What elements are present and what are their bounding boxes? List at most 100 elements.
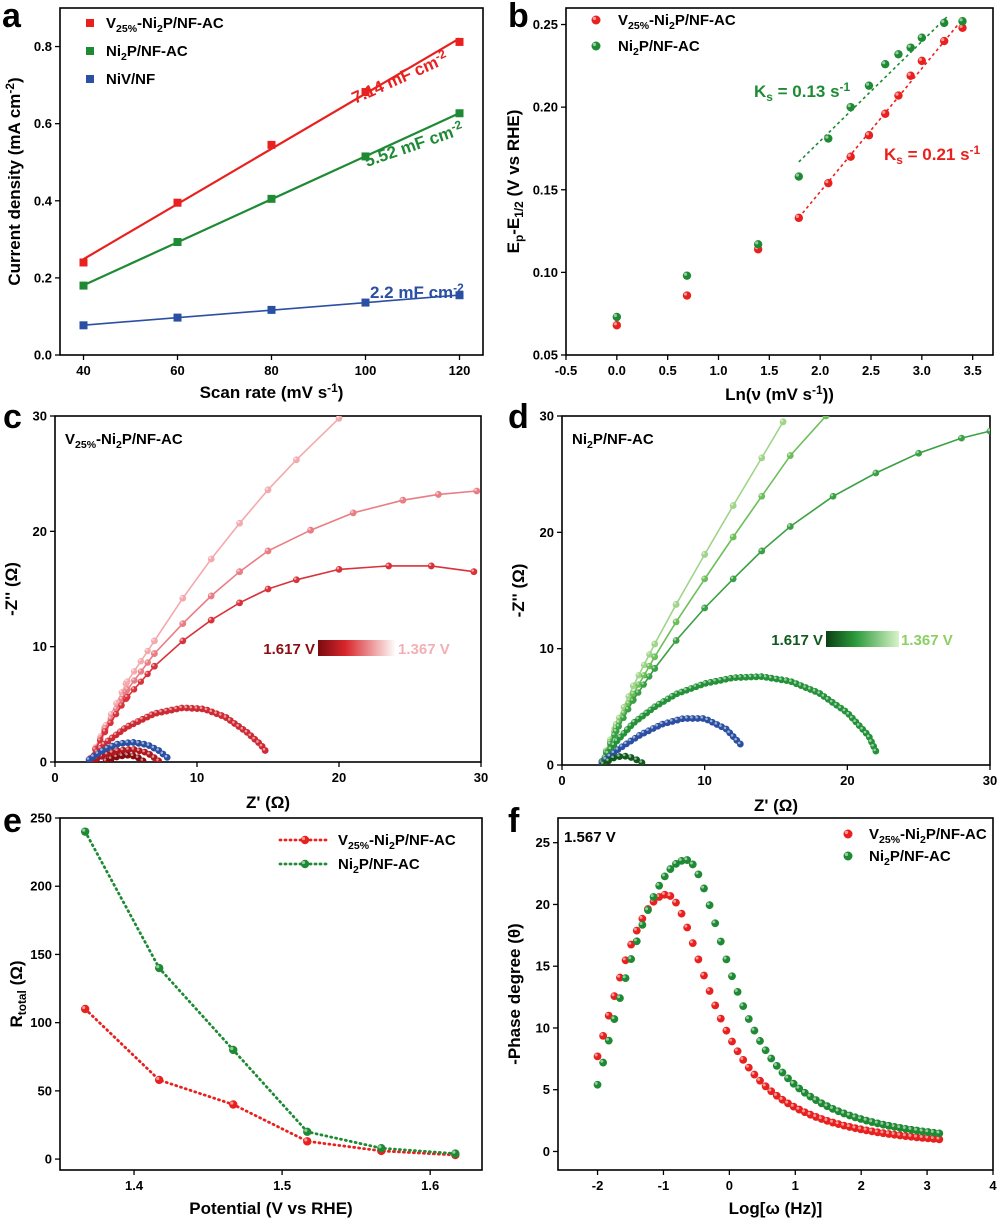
panel-a-ytick-label: 0.4 bbox=[34, 193, 53, 208]
panel-d-series-marker-highlight bbox=[636, 672, 639, 676]
panel-f-marker-highlight bbox=[762, 1083, 766, 1087]
panel-c-series-marker bbox=[144, 659, 151, 666]
panel-f-marker bbox=[711, 1001, 720, 1010]
panel-c-series-marker-highlight bbox=[147, 751, 150, 755]
panel-b-marker-highlight bbox=[895, 92, 899, 96]
panel-f-marker bbox=[935, 1129, 944, 1138]
panel-c-series-marker-highlight bbox=[104, 745, 108, 749]
panel-f-marker-highlight bbox=[897, 1132, 901, 1136]
panel-c-series-marker-highlight bbox=[208, 617, 212, 621]
panel-f-marker bbox=[772, 1061, 781, 1070]
panel-d-series-marker-highlight bbox=[780, 419, 784, 422]
panel-d-series-marker-highlight bbox=[641, 672, 645, 676]
panel-f-ytick-label: 5 bbox=[543, 1082, 550, 1097]
panel-f-marker-highlight bbox=[919, 1135, 923, 1138]
panel-a-marker bbox=[361, 152, 370, 161]
panel-d-series-marker bbox=[629, 697, 637, 704]
panel-c-series-marker bbox=[112, 710, 120, 718]
panel-b-marker bbox=[612, 321, 622, 330]
panel-c-series-marker-highlight bbox=[350, 510, 354, 513]
panel-b-marker-highlight bbox=[918, 57, 922, 62]
panel-c-series-line bbox=[89, 417, 340, 759]
panel-f-marker-highlight bbox=[757, 1077, 761, 1081]
panel-b-marker-highlight bbox=[683, 292, 688, 296]
panel-f-marker bbox=[728, 972, 736, 981]
panel-f-marker-highlight bbox=[628, 956, 632, 960]
panel-d-series-marker-highlight bbox=[621, 704, 624, 708]
panel-b-marker-highlight bbox=[882, 110, 886, 114]
panel-d-series-marker bbox=[915, 449, 923, 457]
panel-d-series-marker-highlight bbox=[684, 715, 688, 719]
panel-c-series-marker-highlight bbox=[114, 741, 118, 745]
panel-f-marker-highlight bbox=[768, 1055, 772, 1059]
panel-d-series-marker-highlight bbox=[613, 728, 617, 732]
panel-c-series-marker-highlight bbox=[125, 679, 128, 682]
panel-f-marker-highlight bbox=[678, 910, 682, 914]
panel-d-series-marker-highlight bbox=[787, 453, 791, 456]
panel-c-series-marker-highlight bbox=[138, 669, 142, 672]
panel-c-series-marker-highlight bbox=[140, 758, 144, 761]
panel-c-series-marker-highlight bbox=[131, 687, 135, 690]
panel-d-series-marker-highlight bbox=[723, 726, 727, 730]
panel-a-xtick-label: 120 bbox=[449, 363, 471, 378]
panel-b-label: b bbox=[508, 0, 529, 35]
panel-d-series-marker bbox=[672, 637, 680, 644]
panel-b-x-axis-title: Ln(ν (mV s-1)) bbox=[725, 383, 834, 404]
panel-f-marker-highlight bbox=[751, 1027, 755, 1031]
panel-f-marker-highlight bbox=[841, 1110, 845, 1114]
panel-b-marker-highlight bbox=[959, 18, 963, 22]
panel-f-marker-highlight bbox=[829, 1119, 833, 1123]
panel-c-series-marker bbox=[473, 487, 481, 495]
panel-f-marker bbox=[756, 1076, 764, 1085]
panel-d-series-marker-highlight bbox=[703, 680, 706, 684]
panel-f-marker-highlight bbox=[740, 1057, 744, 1061]
panel-f-marker-highlight bbox=[773, 1092, 777, 1096]
panel-f-marker-highlight bbox=[661, 873, 665, 877]
panel-d-series-marker-highlight bbox=[669, 693, 673, 697]
panel-b-y-axis-title: Ep-E1/2 (V vs RHE) bbox=[504, 110, 526, 254]
panel-d-series-marker bbox=[758, 454, 766, 462]
panel-f-marker-highlight bbox=[841, 1122, 845, 1126]
panel-b-marker-highlight bbox=[825, 180, 829, 184]
panel-f-xtick-label: 2 bbox=[858, 1178, 865, 1193]
panel-e-xtick-label: 1.4 bbox=[125, 1178, 144, 1193]
panel-f-marker-highlight bbox=[824, 1117, 828, 1121]
panel-c-series-marker bbox=[349, 509, 357, 517]
panel-d-series-marker-highlight bbox=[660, 721, 663, 725]
panel-d-series-marker-highlight bbox=[615, 747, 619, 750]
panel-b-marker-highlight bbox=[907, 72, 911, 76]
panel-c-series-marker-highlight bbox=[174, 706, 177, 710]
panel-c-series-marker-highlight bbox=[109, 743, 113, 747]
panel-f-marker-highlight bbox=[684, 924, 688, 928]
panel-d-series-marker-highlight bbox=[873, 470, 876, 474]
panel-d-series-marker-highlight bbox=[669, 718, 673, 722]
panel-d-series-marker-highlight bbox=[738, 674, 742, 678]
panel-d-series-marker-highlight bbox=[866, 734, 870, 738]
panel-d-series-marker-highlight bbox=[803, 685, 806, 688]
panel-a-ytick-label: 0.2 bbox=[34, 270, 52, 285]
panel-c-colorbar-high-label: 1.367 V bbox=[398, 641, 450, 658]
panel-f-marker-highlight bbox=[695, 871, 699, 875]
panel-d-series-marker-highlight bbox=[646, 728, 649, 731]
panel-a-slope-label: 7.14 mF cm-2 bbox=[348, 46, 451, 107]
panel-c-series-marker-highlight bbox=[103, 758, 107, 761]
panel-b-marker-highlight bbox=[613, 313, 617, 318]
panel-f-xtick-label: 3 bbox=[923, 1178, 930, 1193]
panel-d-series-marker-highlight bbox=[628, 723, 631, 726]
panel-f-marker-highlight bbox=[779, 1096, 783, 1100]
panel-f-marker bbox=[616, 994, 624, 1003]
panel-d-series-marker-highlight bbox=[656, 701, 660, 705]
panel-c-series-marker-highlight bbox=[114, 700, 117, 704]
panel-d-series-marker-highlight bbox=[641, 730, 645, 734]
panel-c-series-marker bbox=[179, 594, 187, 602]
panel-c-series-marker-highlight bbox=[159, 709, 162, 713]
panel-c-series-marker bbox=[236, 568, 244, 576]
panel-d-x-axis-title: Z' (Ω) bbox=[754, 796, 798, 815]
panel-f-legend-marker bbox=[843, 851, 853, 861]
panel-c-series-marker bbox=[137, 658, 145, 665]
panel-d-ytick-label: 10 bbox=[540, 641, 554, 656]
panel-a-marker bbox=[79, 321, 88, 330]
panel-d-series-marker-highlight bbox=[616, 720, 620, 723]
panel-a-marker bbox=[361, 298, 370, 307]
panel-e-marker bbox=[155, 1075, 164, 1085]
